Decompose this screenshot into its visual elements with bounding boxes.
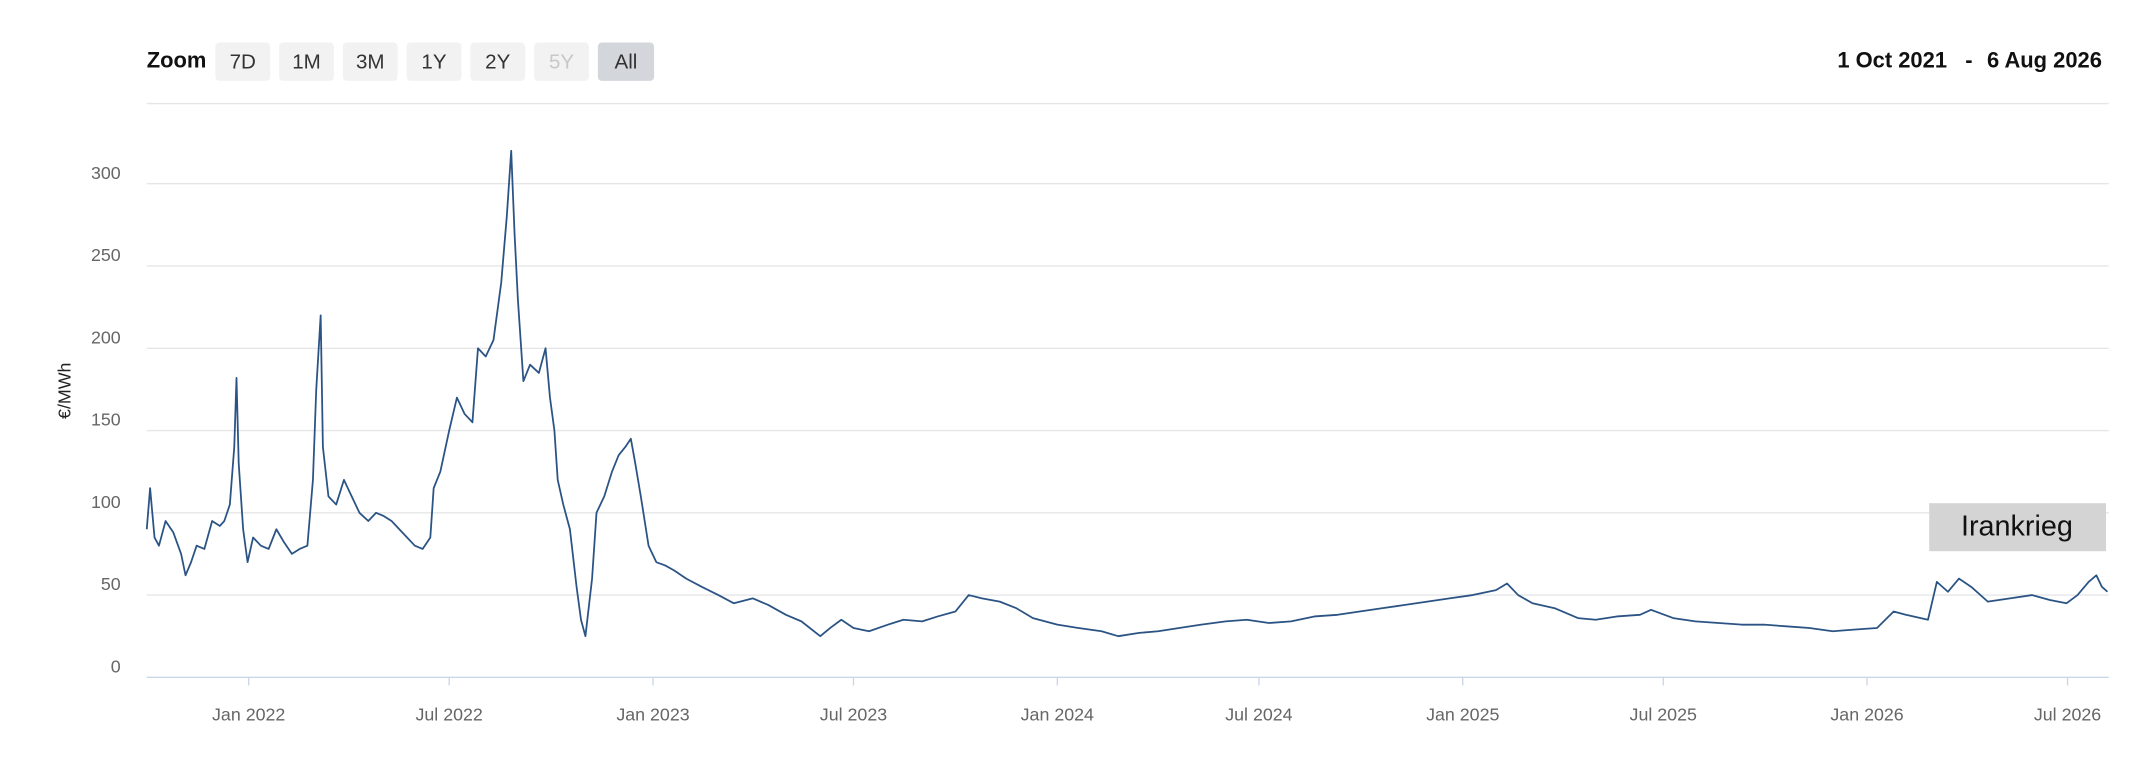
- y-axis-title: €/MWh: [55, 363, 75, 419]
- zoom-button-label[interactable]: 1Y: [421, 51, 446, 74]
- y-tick-label: 150: [91, 410, 121, 430]
- y-tick-label: 200: [91, 327, 121, 347]
- series-line: [145, 149, 2109, 638]
- zoom-button: [534, 42, 589, 81]
- date-to: 6 Aug 2026: [1987, 47, 2102, 72]
- zoom-button-label[interactable]: 7D: [230, 51, 256, 74]
- y-tick-label: 0: [111, 656, 121, 676]
- zoom-button-label[interactable]: All: [615, 51, 638, 74]
- x-tick-label: Jan 2024: [1021, 704, 1094, 724]
- date-from: 1 Oct 2021: [1837, 47, 1947, 72]
- y-tick-label: 300: [91, 163, 121, 183]
- zoom-label: Zoom: [147, 47, 207, 72]
- annotation-box: [1929, 503, 2107, 552]
- x-tick-label: Jul 2025: [1630, 704, 1697, 724]
- zoom-button[interactable]: [215, 42, 271, 81]
- x-tick-label: Jan 2025: [1426, 704, 1499, 724]
- zoom-button[interactable]: [470, 42, 526, 81]
- zoom-button-label[interactable]: 3M: [356, 51, 385, 74]
- zoom-button[interactable]: [342, 42, 398, 81]
- x-tick-label: Jul 2022: [415, 704, 482, 724]
- zoom-button-label: 5Y: [549, 51, 574, 74]
- x-tick-label: Jan 2022: [212, 704, 285, 724]
- annotation-label: Irankrieg: [1961, 510, 2073, 542]
- x-tick-label: Jul 2026: [2034, 704, 2101, 724]
- y-tick-label: 250: [91, 245, 121, 265]
- zoom-button[interactable]: [597, 42, 655, 81]
- x-tick-label: Jan 2026: [1830, 704, 1903, 724]
- x-tick-label: Jan 2023: [616, 704, 689, 724]
- zoom-button-label[interactable]: 1M: [292, 51, 321, 74]
- zoom-button[interactable]: [406, 42, 462, 81]
- x-tick-label: Jul 2024: [1225, 704, 1292, 724]
- x-tick-label: Jul 2023: [820, 704, 887, 724]
- y-tick-label: 100: [91, 492, 121, 512]
- zoom-button[interactable]: [279, 42, 334, 81]
- zoom-button-label[interactable]: 2Y: [485, 51, 510, 74]
- y-tick-label: 50: [101, 574, 121, 594]
- date-separator: -: [1965, 47, 1972, 72]
